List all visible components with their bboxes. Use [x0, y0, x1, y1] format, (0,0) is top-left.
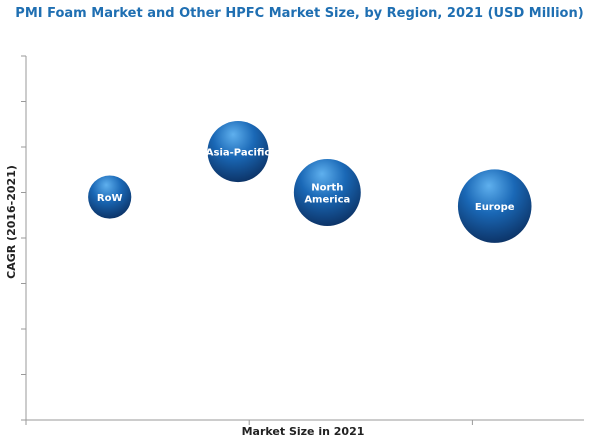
y-axis-label: CAGR (2016-2021) [5, 165, 18, 279]
bubble [457, 169, 532, 243]
bubble [88, 175, 132, 219]
bubble-label: Asia-Pacific [206, 148, 271, 159]
bubbles: RoW Asia-Pacific North America Europe [88, 121, 532, 243]
bubble-label: RoW [97, 193, 123, 204]
x-axis-label: Market Size in 2021 [242, 425, 365, 438]
axes [21, 55, 584, 425]
bubble-label: Europe [475, 202, 515, 213]
chart-title: PMI Foam Market and Other HPFC Market Si… [15, 6, 584, 21]
bubble [207, 121, 269, 183]
bubble [293, 159, 361, 226]
bubble-label: North America [304, 183, 350, 206]
